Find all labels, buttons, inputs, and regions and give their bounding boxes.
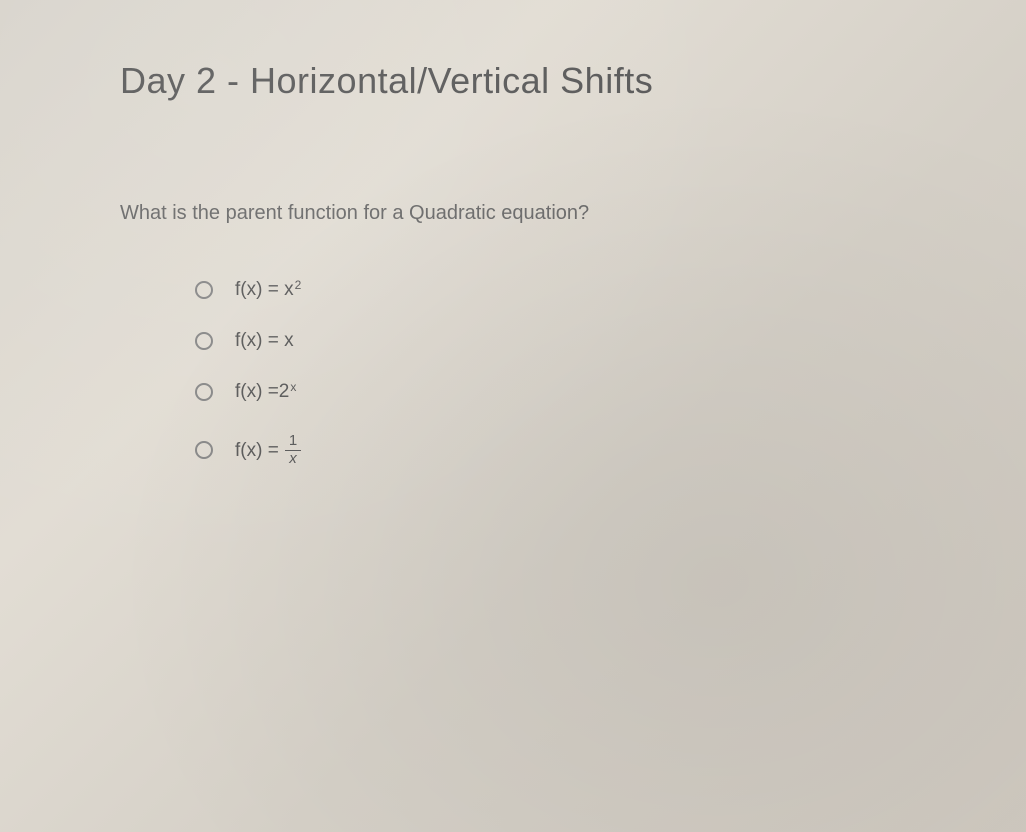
option-label-2: f(x) = x [235, 331, 294, 350]
fraction-icon: 1 x [285, 433, 301, 467]
fraction-numerator: 1 [285, 433, 301, 451]
option-prefix-3: f(x) =2 [235, 382, 289, 401]
content-wrapper: Day 2 - Horizontal/Vertical Shifts What … [0, 0, 1026, 539]
option-label-1: f(x) = x2 [235, 280, 301, 299]
option-row-2[interactable]: f(x) = x [195, 331, 906, 350]
option-label-4: f(x) = 1 x [235, 433, 301, 467]
option-prefix-1: f(x) = x [235, 280, 294, 299]
option-label-3: f(x) =2x [235, 382, 296, 401]
options-group: f(x) = x2 f(x) = x f(x) =2x f(x) = 1 x [120, 280, 906, 467]
radio-icon[interactable] [195, 441, 213, 459]
option-prefix-4: f(x) = [235, 441, 279, 460]
option-prefix-2: f(x) = x [235, 331, 294, 350]
option-row-3[interactable]: f(x) =2x [195, 382, 906, 401]
option-row-4[interactable]: f(x) = 1 x [195, 433, 906, 467]
option-super-1: 2 [295, 279, 302, 291]
radio-icon[interactable] [195, 281, 213, 299]
radio-icon[interactable] [195, 383, 213, 401]
option-row-1[interactable]: f(x) = x2 [195, 280, 906, 299]
option-super-3: x [290, 381, 296, 393]
page-title: Day 2 - Horizontal/Vertical Shifts [120, 60, 906, 102]
question-text: What is the parent function for a Quadra… [120, 202, 906, 225]
radio-icon[interactable] [195, 332, 213, 350]
fraction-denominator: x [285, 451, 301, 468]
